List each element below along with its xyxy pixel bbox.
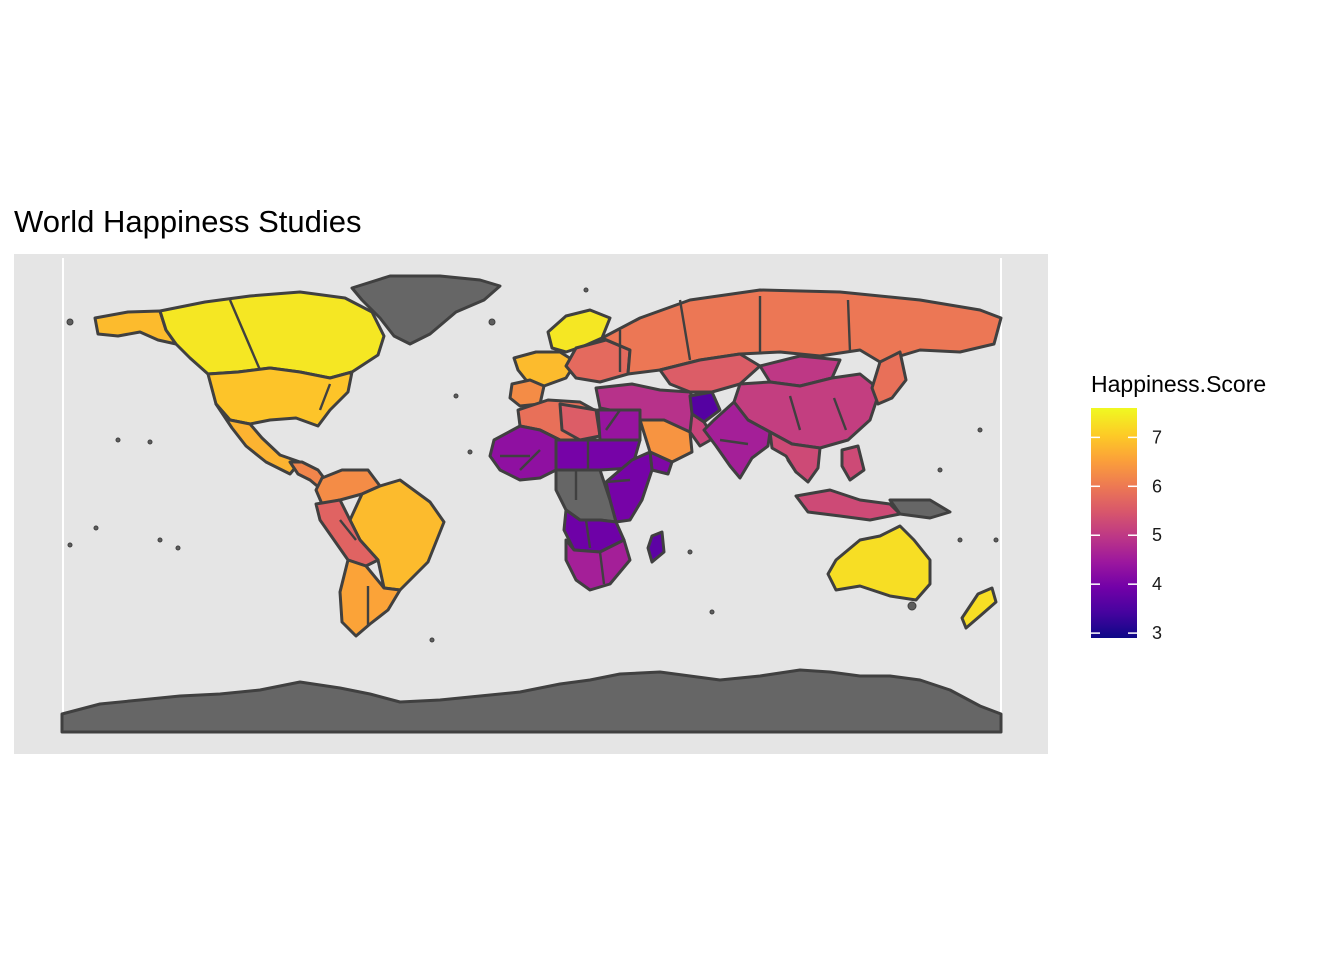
map-layer bbox=[60, 274, 1003, 734]
region-australia bbox=[826, 524, 932, 602]
legend-tick-label: 7 bbox=[1152, 427, 1162, 447]
legend-tick-label: 4 bbox=[1152, 574, 1162, 594]
legend-tick-label: 3 bbox=[1152, 623, 1162, 643]
region-southern-africa bbox=[564, 538, 632, 592]
legend-ticks: 3 4 5 6 7 bbox=[1091, 427, 1162, 643]
region-papua bbox=[888, 498, 952, 520]
region-alaska bbox=[93, 309, 178, 346]
region-new-zealand bbox=[960, 586, 998, 630]
country-borders bbox=[228, 296, 852, 626]
region-argentina-chile bbox=[338, 558, 402, 638]
region-southeast-asia bbox=[768, 430, 822, 484]
legend-title: Happiness.Score bbox=[1091, 371, 1266, 397]
region-philippines bbox=[840, 444, 866, 482]
region-greenland bbox=[350, 274, 502, 346]
region-japan-korea bbox=[870, 350, 908, 406]
legend-tick-label: 6 bbox=[1152, 476, 1162, 496]
chart-title: World Happiness Studies bbox=[14, 204, 362, 239]
region-egypt bbox=[596, 408, 642, 442]
legend-tick-label: 5 bbox=[1152, 525, 1162, 545]
region-western-europe bbox=[512, 350, 578, 388]
region-afghanistan bbox=[688, 390, 722, 424]
region-west-africa bbox=[488, 424, 562, 482]
legend-colorbar bbox=[1091, 408, 1137, 638]
region-peru-bolivia bbox=[314, 498, 380, 568]
region-madagascar bbox=[646, 530, 666, 564]
region-pakistan bbox=[688, 412, 716, 448]
region-antarctica bbox=[60, 668, 1003, 734]
islands bbox=[66, 287, 999, 643]
region-india bbox=[702, 400, 772, 480]
region-libya bbox=[558, 402, 602, 442]
